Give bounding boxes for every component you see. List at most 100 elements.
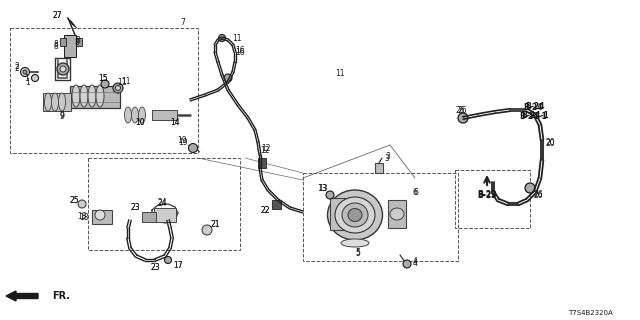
- Text: 25: 25: [69, 196, 79, 204]
- Ellipse shape: [58, 93, 65, 111]
- Text: 26: 26: [455, 106, 465, 115]
- Text: 18: 18: [79, 212, 89, 221]
- Bar: [375, 163, 383, 173]
- Text: 12: 12: [261, 143, 271, 153]
- Text: B-24-1: B-24-1: [521, 110, 549, 119]
- Circle shape: [57, 63, 69, 75]
- Ellipse shape: [390, 208, 404, 220]
- Text: 27: 27: [52, 11, 62, 20]
- Ellipse shape: [45, 93, 51, 111]
- Text: 22: 22: [260, 205, 269, 214]
- Text: 17: 17: [173, 260, 183, 269]
- Circle shape: [60, 66, 66, 72]
- Ellipse shape: [348, 209, 362, 221]
- Text: FR.: FR.: [52, 291, 70, 301]
- Text: 23: 23: [130, 203, 140, 212]
- Ellipse shape: [88, 85, 96, 107]
- Bar: [388, 200, 406, 228]
- Text: 24: 24: [157, 197, 167, 206]
- Circle shape: [164, 257, 172, 263]
- Text: 3: 3: [385, 154, 389, 163]
- Bar: [303, 173, 458, 261]
- Text: 19: 19: [178, 138, 188, 147]
- Text: 24: 24: [157, 198, 167, 207]
- Circle shape: [326, 191, 334, 199]
- Ellipse shape: [72, 85, 80, 107]
- Text: 1: 1: [26, 77, 30, 86]
- Text: 26: 26: [533, 189, 543, 198]
- Circle shape: [202, 225, 212, 235]
- Text: B-23: B-23: [477, 189, 497, 198]
- Text: 15: 15: [98, 74, 108, 83]
- Circle shape: [525, 183, 535, 193]
- Text: 25: 25: [69, 196, 79, 204]
- Text: 13: 13: [317, 183, 327, 193]
- Bar: [64, 35, 76, 57]
- Ellipse shape: [341, 239, 369, 247]
- Circle shape: [95, 210, 105, 220]
- Text: 8: 8: [75, 37, 79, 46]
- Text: 26: 26: [533, 190, 543, 199]
- Text: 10: 10: [135, 117, 145, 126]
- Circle shape: [218, 35, 225, 42]
- Text: 16: 16: [235, 45, 245, 54]
- Text: 2: 2: [15, 63, 19, 73]
- Text: 8: 8: [54, 42, 58, 51]
- Text: 20: 20: [545, 138, 555, 147]
- Text: 21: 21: [211, 220, 220, 228]
- Ellipse shape: [342, 203, 368, 227]
- Bar: [88, 158, 240, 250]
- Ellipse shape: [125, 107, 131, 123]
- Text: 6: 6: [413, 188, 417, 196]
- Text: 14: 14: [170, 117, 180, 126]
- Text: 9: 9: [60, 111, 65, 121]
- Text: B-24: B-24: [525, 101, 545, 110]
- Text: 18: 18: [77, 212, 87, 220]
- Text: 14: 14: [170, 117, 180, 126]
- Text: 16: 16: [235, 47, 245, 57]
- Text: 23: 23: [150, 263, 160, 273]
- Text: 2: 2: [15, 61, 19, 70]
- Text: 10: 10: [135, 117, 145, 126]
- Ellipse shape: [80, 85, 88, 107]
- Text: 3: 3: [385, 151, 390, 161]
- Text: 9: 9: [60, 110, 65, 119]
- Text: 23: 23: [130, 203, 140, 212]
- Text: 4: 4: [413, 260, 417, 268]
- Text: 11: 11: [232, 34, 242, 43]
- Bar: [43, 93, 71, 111]
- Text: 11: 11: [121, 76, 131, 85]
- Text: 12: 12: [260, 146, 269, 155]
- Circle shape: [224, 74, 232, 82]
- Bar: [92, 210, 112, 224]
- Bar: [142, 212, 156, 222]
- Ellipse shape: [51, 93, 58, 111]
- Circle shape: [115, 85, 120, 91]
- Text: 8: 8: [54, 39, 58, 49]
- Text: 27: 27: [52, 11, 62, 20]
- Bar: [76, 38, 82, 46]
- Text: B-24: B-24: [524, 102, 543, 111]
- Circle shape: [78, 200, 86, 208]
- Ellipse shape: [131, 107, 138, 123]
- Circle shape: [113, 83, 123, 93]
- Ellipse shape: [335, 197, 375, 233]
- Text: 5: 5: [356, 250, 360, 259]
- Ellipse shape: [328, 190, 383, 240]
- Circle shape: [403, 260, 411, 268]
- Bar: [258, 158, 266, 168]
- Text: 13: 13: [318, 183, 328, 193]
- Text: 17: 17: [173, 260, 183, 269]
- Text: 11: 11: [117, 77, 127, 86]
- Text: 6: 6: [413, 188, 419, 196]
- Circle shape: [23, 70, 27, 74]
- Bar: [152, 110, 177, 120]
- Text: 7: 7: [180, 18, 186, 27]
- Text: B-23: B-23: [477, 190, 497, 199]
- Circle shape: [458, 113, 468, 123]
- Circle shape: [189, 143, 198, 153]
- Text: 19: 19: [177, 135, 187, 145]
- Bar: [70, 86, 120, 108]
- Text: 4: 4: [413, 258, 417, 267]
- Ellipse shape: [96, 85, 104, 107]
